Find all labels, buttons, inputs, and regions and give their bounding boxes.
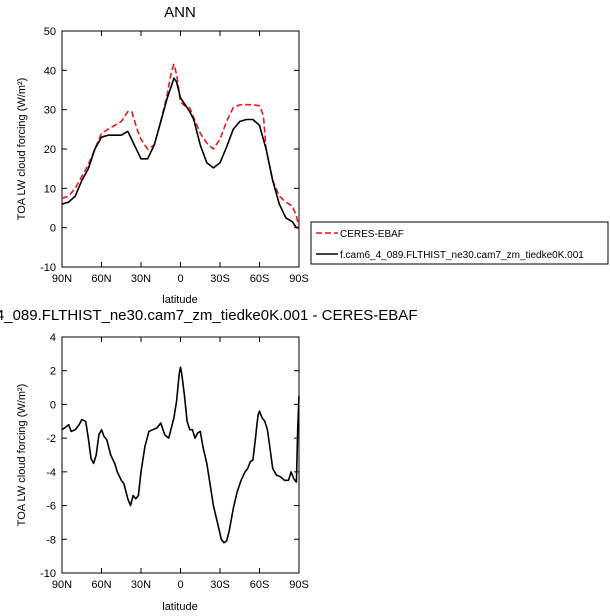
bottom-y-tick-label: -4 [46, 467, 56, 479]
bottom-y-tick-label: -6 [46, 501, 56, 513]
bottom-y-axis-label: TOA LW cloud forcing (W/m²) [16, 384, 28, 527]
legend-label-ceres: CERES-EBAF [340, 229, 404, 240]
bottom-y-tick-label: -8 [46, 534, 56, 546]
top-panel: ANN -10 0 10 20 30 40 50 90N 60N 30N 0 30S 60S 90S la… [16, 4, 309, 306]
bottom-x-tick-label: 90S [289, 579, 309, 591]
top-y-tick-label: 0 [50, 223, 56, 235]
bottom-series-line-0 [61, 366, 300, 544]
top-x-tick-label: 30N [131, 273, 151, 285]
legend-box [310, 221, 609, 265]
bottom-plot-frame [61, 336, 300, 574]
bottom-x-tick-label: 60S [250, 579, 270, 591]
bottom-x-tick-label: 30S [210, 579, 230, 591]
top-y-axis-label: TOA LW cloud forcing (W/m²) [16, 78, 28, 221]
top-y-tick-label: 20 [44, 144, 56, 156]
top-x-tick-label: 0 [177, 273, 183, 285]
top-x-tick-label: 60S [250, 273, 270, 285]
top-y-tick-label: 50 [44, 26, 56, 38]
bottom-y-tick-label: -10 [40, 568, 56, 580]
top-y-tick-label: 30 [44, 105, 56, 117]
top-y-tick-label: -10 [40, 262, 56, 274]
bottom-y-tick-label: 2 [50, 366, 56, 378]
top-x-axis-label: latitude [162, 294, 197, 306]
bottom-y-tick-label: 0 [50, 399, 56, 411]
top-y-tick-label: 10 [44, 183, 56, 195]
bottom-panel: f.cam6_4_089.FLTHIST_ne30.cam7_zm_tiedke… [0, 307, 417, 613]
top-series-line-1 [61, 77, 299, 229]
top-x-tick-label: 60N [91, 273, 111, 285]
bottom-x-tick-label: 90N [52, 579, 72, 591]
bottom-x-tick-label: 30N [131, 579, 151, 591]
bottom-x-axis-label: latitude [162, 601, 197, 613]
top-panel-title: ANN [164, 4, 196, 21]
legend: CERES-EBAF f.cam6_4_089.FLTHIST_ne30.cam… [310, 221, 609, 265]
top-series-line-0 [61, 63, 300, 228]
legend-label-model: f.cam6_4_089.FLTHIST_ne30.cam7_zm_tiedke… [340, 250, 584, 261]
bottom-y-tick-label: 4 [50, 332, 56, 344]
top-x-tick-label: 90N [52, 273, 72, 285]
top-x-tick-label: 90S [289, 273, 309, 285]
top-plot-frame [61, 30, 300, 268]
top-x-tick-label: 30S [210, 273, 230, 285]
bottom-panel-title: f.cam6_4_089.FLTHIST_ne30.cam7_zm_tiedke… [0, 307, 417, 324]
bottom-y-tick-label: -2 [46, 433, 56, 445]
bottom-x-tick-label: 60N [91, 579, 111, 591]
top-y-tick-label: 40 [44, 65, 56, 77]
bottom-x-tick-label: 0 [177, 579, 183, 591]
